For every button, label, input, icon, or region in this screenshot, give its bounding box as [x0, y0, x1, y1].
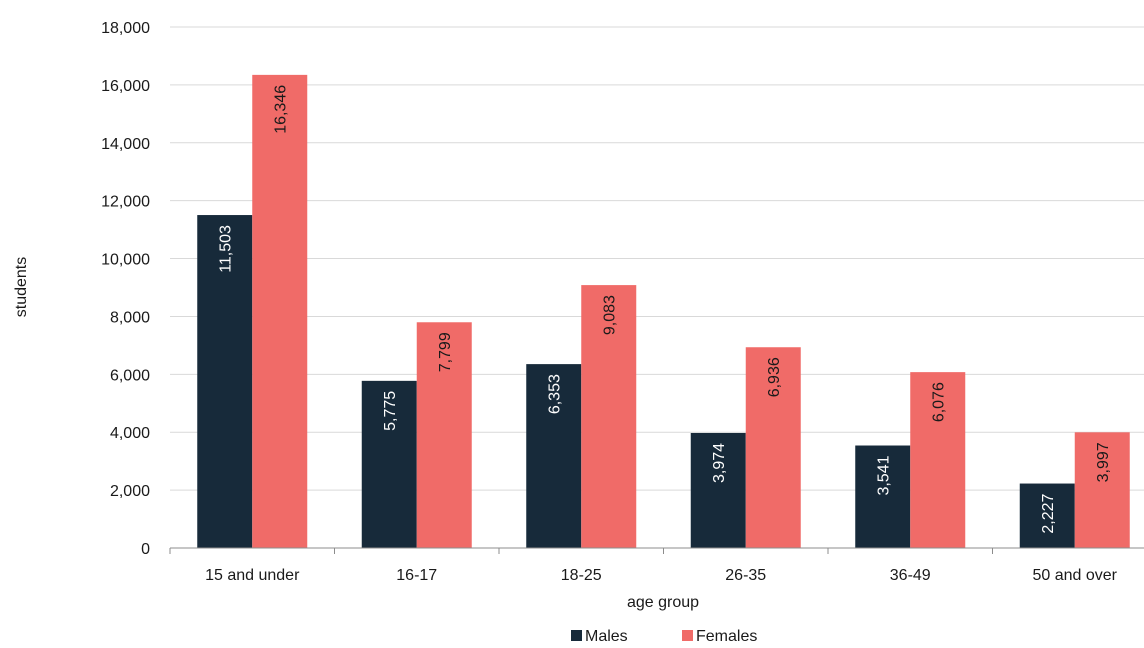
bar-females — [1074, 432, 1130, 548]
data-label: 7,799 — [437, 332, 454, 372]
bar-females — [416, 322, 472, 548]
y-tick-label: 14,000 — [101, 136, 150, 153]
y-tick-label: 10,000 — [101, 252, 150, 269]
x-axis: 15 and under 16-17 18-25 26-35 36-49 50 and o… — [169, 547, 1144, 584]
bar-females — [252, 74, 308, 548]
y-tick-label: 0 — [141, 541, 150, 558]
data-label: 6,353 — [547, 374, 564, 414]
y-tick-label: 2,000 — [110, 483, 150, 500]
data-label: 11,503 — [218, 225, 235, 273]
data-label: 3,974 — [711, 443, 728, 483]
bar-males — [526, 364, 582, 548]
y-axis-ticks: 0 2,000 4,000 6,000 8,000 10,000 12,000 14,000 1… — [101, 20, 150, 558]
data-label: 3,997 — [1095, 442, 1112, 482]
bar-males — [855, 445, 911, 548]
bar-females — [581, 285, 637, 548]
data-label: 6,936 — [766, 357, 783, 397]
data-label: 9,083 — [602, 295, 619, 335]
data-label: 5,775 — [382, 391, 399, 431]
legend-swatch-males — [571, 630, 582, 641]
x-tick-label: 36-49 — [890, 567, 931, 584]
data-label: 3,541 — [876, 455, 893, 495]
legend: Males Females — [571, 628, 757, 645]
data-label: 2,227 — [1040, 493, 1057, 533]
data-labels: 11,503 16,346 5,775 7,799 6,353 9,083 3,974 6,9… — [218, 85, 1113, 534]
x-tick-label: 26-35 — [725, 567, 766, 584]
data-label: 16,346 — [273, 85, 290, 134]
y-tick-label: 6,000 — [110, 367, 150, 384]
x-tick-label: 15 and under — [205, 567, 300, 584]
y-axis-title: students — [13, 257, 30, 317]
bars — [197, 74, 1130, 548]
gridlines — [170, 26, 1144, 491]
legend-label-females: Females — [696, 628, 757, 645]
bar-males — [1019, 483, 1075, 548]
bar-females — [745, 347, 801, 548]
x-tick-label: 16-17 — [396, 567, 437, 584]
data-label: 6,076 — [931, 382, 948, 422]
x-axis-title: age group — [627, 594, 699, 611]
y-tick-label: 18,000 — [101, 20, 150, 37]
bar-males — [690, 432, 746, 548]
bar-males — [197, 215, 253, 548]
x-tick-label: 50 and over — [1032, 567, 1117, 584]
bar-females — [910, 372, 966, 548]
y-tick-label: 16,000 — [101, 78, 150, 95]
y-tick-label: 8,000 — [110, 309, 150, 326]
legend-label-males: Males — [585, 628, 628, 645]
x-tick-label: 18-25 — [561, 567, 602, 584]
y-tick-label: 12,000 — [101, 194, 150, 211]
y-tick-label: 4,000 — [110, 425, 150, 442]
legend-swatch-females — [682, 630, 693, 641]
bar-males — [361, 380, 417, 548]
